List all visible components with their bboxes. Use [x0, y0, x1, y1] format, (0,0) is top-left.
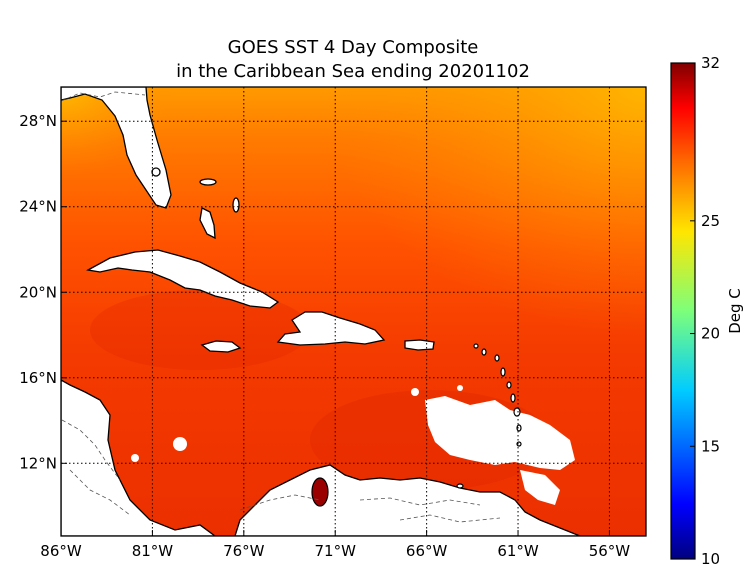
- island-land: [473, 343, 479, 349]
- latitude-axis: 28°N 24°N 20°N 16°N 12°N: [19, 112, 67, 472]
- island-land: [510, 393, 516, 403]
- andros-island-land: [199, 207, 216, 240]
- colorbar-tick-label: 15: [701, 437, 720, 455]
- cloud-mask: [520, 470, 560, 505]
- florida-land: [61, 87, 172, 209]
- colorbar-label: Deg C: [726, 288, 744, 334]
- map-frame: [60, 86, 647, 537]
- lon-tick-label: 71°W: [315, 542, 357, 560]
- cloud-mask: [173, 437, 187, 451]
- island-land: [456, 483, 464, 489]
- lat-tick-label: 28°N: [19, 112, 57, 130]
- lon-tick-label: 61°W: [497, 542, 539, 560]
- cloud-mask: [131, 454, 139, 462]
- cloud-mask: [425, 396, 575, 470]
- lat-tick-label: 16°N: [19, 369, 57, 387]
- lat-tick-label: 24°N: [19, 198, 57, 216]
- lon-tick-label: 76°W: [223, 542, 265, 560]
- lon-tick-label: 66°W: [406, 542, 448, 560]
- island-land: [311, 477, 329, 507]
- bahamas-island-land: [151, 167, 161, 177]
- colorbar-tick-label: 25: [701, 212, 720, 230]
- colorbar-ticks: 32 25 20 15 10: [690, 54, 720, 568]
- map-grid: [61, 87, 646, 536]
- island-land: [516, 424, 522, 432]
- sst-field: [61, 87, 646, 536]
- bahamas-island-land: [232, 197, 240, 213]
- colorbar: [670, 62, 696, 560]
- lat-tick-label: 20°N: [19, 283, 57, 301]
- jamaica-land: [200, 340, 242, 353]
- puerto-rico-land: [404, 339, 435, 351]
- cloud-masks: [131, 385, 575, 505]
- island-land: [494, 354, 500, 362]
- central-america-land: [61, 379, 217, 536]
- bahamas-island-land: [199, 178, 217, 186]
- lon-tick-label: 81°W: [132, 542, 174, 560]
- longitude-axis: 86°W 81°W 76°W 71°W 66°W 61°W 56°W: [40, 530, 630, 560]
- colorbar-tick-label: 32: [701, 54, 720, 72]
- lat-tick-label: 12°N: [19, 454, 57, 472]
- colorbar-tick-label: 20: [701, 325, 720, 343]
- island-land: [506, 381, 512, 389]
- hispaniola-land: [276, 311, 386, 346]
- colorbar-tick-label: 10: [701, 550, 720, 568]
- lon-tick-label: 86°W: [40, 542, 82, 560]
- island-land: [500, 367, 506, 377]
- island-land: [513, 407, 521, 417]
- lon-tick-label: 56°W: [589, 542, 631, 560]
- cloud-mask: [457, 385, 463, 391]
- island-land: [481, 348, 487, 356]
- map-title-line-2: in the Caribbean Sea ending 20201102: [176, 61, 530, 82]
- cuba-land: [86, 249, 280, 309]
- map-title-line-1: GOES SST 4 Day Composite: [227, 37, 479, 58]
- cloud-mask: [411, 388, 419, 396]
- political-borders: [61, 91, 501, 523]
